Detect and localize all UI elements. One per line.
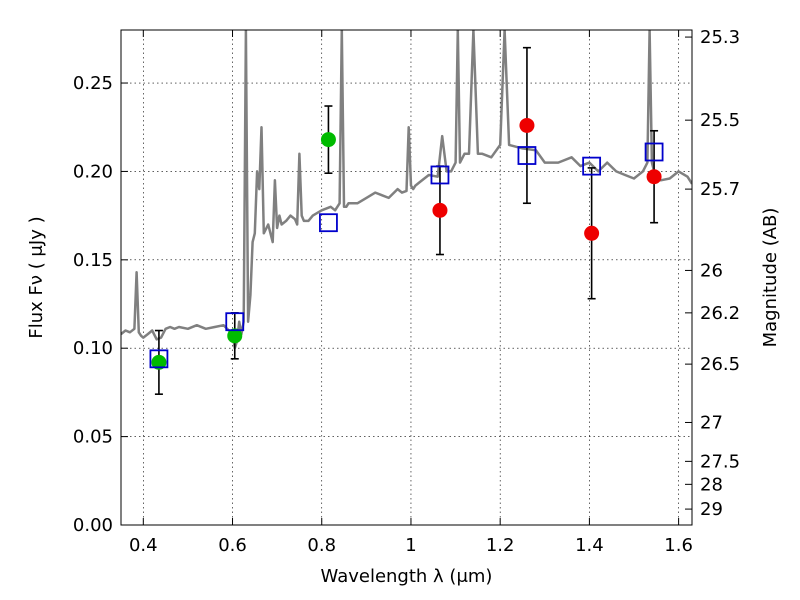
right-tick-label: 27.5 — [700, 451, 740, 472]
data-point — [432, 202, 448, 218]
x-tick-label: 0.8 — [307, 535, 336, 556]
data-point — [519, 117, 535, 133]
model-point — [149, 349, 169, 369]
model-point — [582, 156, 602, 176]
x-tick-label: 1.6 — [664, 535, 693, 556]
y-tick-label: 0.10 — [73, 338, 113, 359]
model-point — [319, 213, 338, 233]
right-tick-label: 26.2 — [700, 303, 740, 324]
x-tick-label: 1.4 — [575, 535, 604, 556]
y-tick-label: 0.25 — [73, 73, 113, 94]
right-tick-label: 25.7 — [700, 179, 740, 200]
tick-labels: 0.4 0.6 0.8 1 1.2 1.4 1.6 0.00 0.05 0.10 0.15 0.20 0… — [73, 27, 740, 556]
right-tick-label: 25.5 — [700, 110, 740, 131]
data-point — [227, 328, 243, 344]
x-tick-label: 1.2 — [486, 535, 515, 556]
right-tick-label: 26.5 — [700, 354, 740, 375]
plot-frame — [120, 29, 693, 526]
y-tick-label: 0.20 — [73, 161, 113, 182]
y-tick-label: 0.05 — [73, 427, 113, 448]
grid — [121, 30, 692, 526]
data-point — [320, 132, 336, 148]
x-tick-label: 0.4 — [129, 535, 158, 556]
data-point — [584, 225, 600, 241]
right-tick-label: 27 — [700, 412, 723, 433]
x-tick-label: 1 — [405, 535, 416, 556]
data-point — [151, 354, 167, 370]
model-point — [430, 165, 450, 185]
right-tick-label: 28 — [700, 474, 723, 495]
photometry-markers — [149, 46, 664, 395]
model-point — [644, 142, 664, 162]
y-tick-label: 0.15 — [73, 250, 113, 271]
y-axis-title: Flux Fν ( μJy ) — [26, 216, 47, 338]
spectrum-layer — [121, 30, 692, 350]
x-tick-label: 0.6 — [218, 535, 247, 556]
right-tick-label: 29 — [700, 499, 723, 520]
model-point — [225, 312, 245, 332]
x-axis-title: Wavelength λ (μm) — [321, 566, 493, 587]
right-tick-label: 25.3 — [700, 27, 740, 48]
spectrum-line — [121, 30, 692, 350]
right-axis-title: Magnitude (AB) — [760, 208, 781, 348]
axis-ticks — [121, 30, 692, 526]
y-tick-label: 0.00 — [73, 515, 113, 536]
data-point — [646, 169, 662, 185]
right-tick-label: 26 — [700, 260, 723, 281]
model-point — [517, 146, 537, 165]
